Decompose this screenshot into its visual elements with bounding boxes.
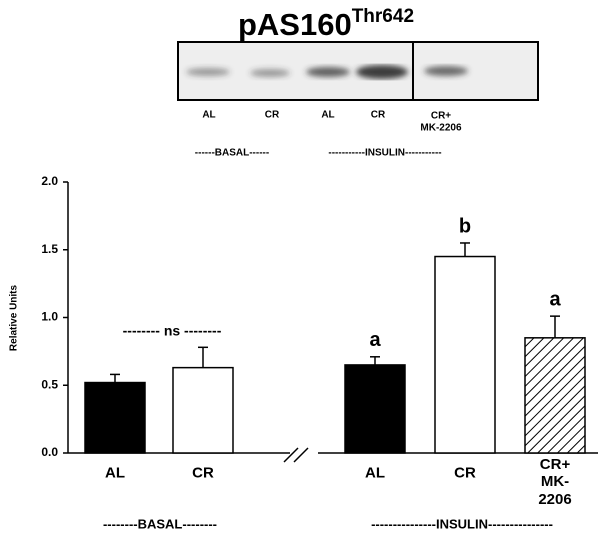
blot-lane-label: AL [202, 109, 216, 121]
bar [524, 337, 586, 454]
bar [344, 364, 406, 454]
significance-letter: a [369, 329, 381, 351]
axis-break [283, 447, 299, 463]
blot-image [177, 41, 539, 101]
bar [172, 366, 234, 454]
y-tick-label: 0.0 [41, 445, 58, 459]
x-tick-label: AL [365, 464, 385, 482]
blot-lane-label: CR [264, 109, 280, 121]
y-tick-label: 1.5 [41, 242, 58, 256]
y-tick-label: 1.0 [41, 310, 58, 324]
blot-lane-label: CR [370, 109, 386, 121]
group-label: ---------------INSULIN--------------- [371, 516, 553, 531]
y-axis-label: Relative Units [9, 284, 20, 351]
ns-annotation: -------- ns -------- [123, 323, 222, 339]
y-tick-label: 2.0 [41, 174, 58, 188]
title-main: pAS160 [238, 7, 352, 42]
blot-lane-label: CR+ MK-2206 [420, 110, 462, 134]
x-tick-label: CR [192, 464, 214, 482]
y-tick-label: 0.5 [41, 377, 58, 391]
bar [434, 255, 496, 454]
x-tick-label: CR+ MK-2206 [538, 456, 572, 508]
significance-letter: a [549, 288, 561, 310]
significance-letter: b [459, 215, 471, 237]
bar [84, 381, 146, 454]
group-label: --------BASAL-------- [103, 516, 217, 531]
axis-break [293, 447, 309, 463]
blot-group-label: ------BASAL------ [194, 147, 270, 159]
title-sup: Thr642 [352, 6, 414, 27]
blot-group-label: -----------INSULIN----------- [328, 147, 442, 159]
x-tick-label: CR [454, 464, 476, 482]
blot-lane-label: AL [321, 109, 335, 121]
figure-title: pAS160Thr642 [238, 6, 414, 42]
x-tick-label: AL [105, 464, 125, 482]
